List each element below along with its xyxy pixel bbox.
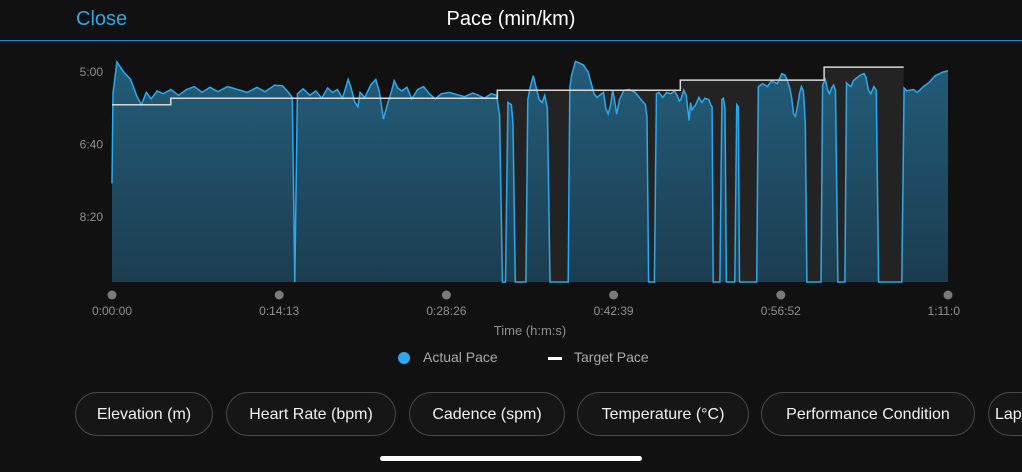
x-tick-label: 0:00:00	[92, 304, 132, 318]
target-pace-legend-label: Target Pace	[574, 349, 649, 365]
home-indicator	[380, 456, 642, 461]
y-tick-label: 5:00	[80, 65, 104, 79]
temperature-pill[interactable]: Temperature (°C)	[577, 392, 749, 436]
x-tick-marker[interactable]	[107, 290, 117, 300]
x-tick-marker[interactable]	[441, 290, 451, 300]
x-tick-label: 0:56:52	[761, 304, 801, 318]
lap-pace-pill[interactable]: Lap Pace	[988, 392, 1022, 436]
x-tick-marker[interactable]	[274, 290, 284, 300]
header-bar: Close Pace (min/km)	[0, 0, 1022, 41]
x-tick-label: 0:42:39	[594, 304, 634, 318]
y-tick-label: 6:40	[80, 137, 104, 151]
cadence-pill[interactable]: Cadence (spm)	[409, 392, 565, 436]
target-pace-legend-swatch	[548, 357, 562, 360]
x-tick-label: 0:14:13	[259, 304, 299, 318]
page-title: Pace (min/km)	[446, 8, 576, 30]
heart-rate-pill[interactable]: Heart Rate (bpm)	[226, 392, 396, 436]
y-tick-label: 8:20	[80, 210, 104, 224]
chart-legend: Actual Pace Target Pace	[0, 349, 1022, 369]
target-pace-line	[112, 66, 904, 106]
pace-chart[interactable]: 5:00 6:40 8:20 0:00:00 0:14:13 0:28:26 0:42:3…	[0, 41, 1022, 347]
x-tick-label: 0:28:26	[426, 304, 466, 318]
actual-pace-legend-dot	[398, 352, 410, 364]
actual-pace-line	[111, 59, 949, 283]
x-axis-label: Time (h:m:s)	[494, 323, 566, 338]
x-tick-marker[interactable]	[943, 290, 953, 300]
performance-condition-pill[interactable]: Performance Condition	[761, 392, 975, 436]
close-button[interactable]: Close	[76, 8, 128, 30]
actual-pace-legend-label: Actual Pace	[423, 349, 498, 365]
x-tick-marker[interactable]	[776, 290, 786, 300]
metric-pill-row[interactable]: Elevation (m) Heart Rate (bpm) Cadence (…	[0, 392, 1022, 438]
x-tick-label: 1:11:0	[928, 304, 961, 318]
x-tick-marker[interactable]	[609, 290, 619, 300]
elevation-pill[interactable]: Elevation (m)	[75, 392, 213, 436]
